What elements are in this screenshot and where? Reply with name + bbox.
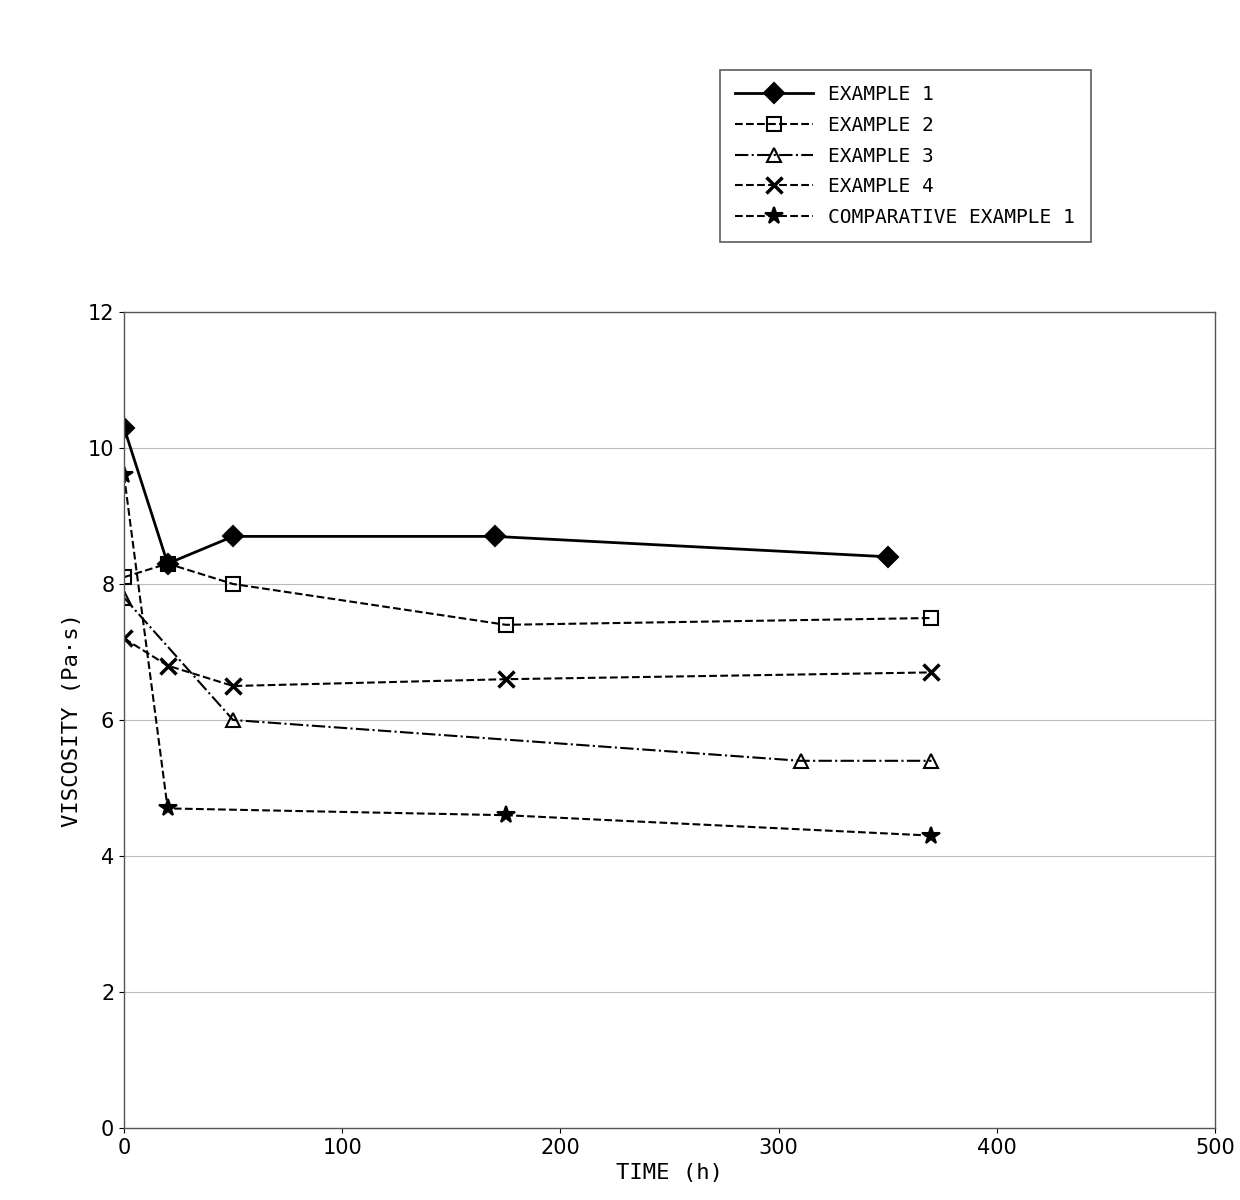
EXAMPLE 3 <box>226 713 241 727</box>
Line: EXAMPLE 2: EXAMPLE 2 <box>117 557 939 631</box>
EXAMPLE 3 <box>117 590 131 605</box>
EXAMPLE 1 <box>117 420 131 434</box>
Y-axis label: VISCOSITY (Pa·s): VISCOSITY (Pa·s) <box>62 613 82 827</box>
EXAMPLE 4 <box>498 672 513 686</box>
EXAMPLE 4 <box>924 665 939 679</box>
Legend: EXAMPLE 1, EXAMPLE 2, EXAMPLE 3, EXAMPLE 4, COMPARATIVE EXAMPLE 1: EXAMPLE 1, EXAMPLE 2, EXAMPLE 3, EXAMPLE… <box>719 70 1091 242</box>
EXAMPLE 1 <box>487 529 502 544</box>
EXAMPLE 2 <box>924 611 939 625</box>
Line: EXAMPLE 4: EXAMPLE 4 <box>115 630 940 695</box>
EXAMPLE 2 <box>226 577 241 592</box>
COMPARATIVE EXAMPLE 1 <box>924 828 939 842</box>
EXAMPLE 1 <box>160 557 175 571</box>
EXAMPLE 4 <box>160 659 175 673</box>
EXAMPLE 1 <box>226 529 241 544</box>
COMPARATIVE EXAMPLE 1 <box>160 802 175 816</box>
EXAMPLE 2 <box>160 557 175 571</box>
EXAMPLE 4 <box>226 679 241 694</box>
EXAMPLE 3 <box>924 754 939 768</box>
X-axis label: TIME (h): TIME (h) <box>616 1163 723 1183</box>
COMPARATIVE EXAMPLE 1 <box>498 808 513 822</box>
Line: COMPARATIVE EXAMPLE 1: COMPARATIVE EXAMPLE 1 <box>115 466 940 845</box>
COMPARATIVE EXAMPLE 1 <box>117 468 131 482</box>
Line: EXAMPLE 3: EXAMPLE 3 <box>117 590 939 768</box>
Line: EXAMPLE 1: EXAMPLE 1 <box>117 421 895 570</box>
EXAMPLE 4 <box>117 631 131 646</box>
EXAMPLE 2 <box>498 618 513 632</box>
EXAMPLE 1 <box>880 550 895 564</box>
EXAMPLE 2 <box>117 570 131 584</box>
EXAMPLE 3 <box>794 754 808 768</box>
